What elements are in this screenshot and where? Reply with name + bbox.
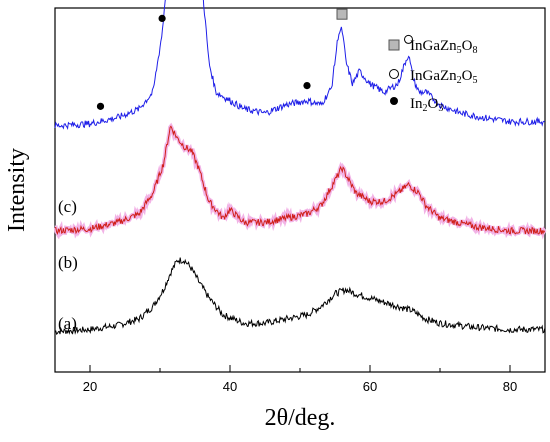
legend-open-circle-icon — [389, 69, 399, 79]
legend-label-ingazn5o8: InGaZn5O8 — [410, 38, 478, 56]
peak-marker-filled-circle — [96, 102, 105, 110]
series-layer — [53, 0, 547, 336]
legend-label-in2o3: In2O3 — [410, 96, 443, 114]
legend-label-ingazn2o5: InGaZn2O5 — [410, 68, 478, 86]
x-tick-label-80: 80 — [503, 379, 517, 394]
x-tick-label-60: 60 — [363, 379, 377, 394]
curve-label-b: (b) — [58, 253, 78, 272]
peak-marker-filled-circle — [303, 82, 311, 90]
series-b-halo — [53, 122, 547, 240]
x-axis-ticks — [89, 365, 511, 372]
x-tick-label-20: 20 — [83, 379, 97, 394]
peak-marker-filled-circle — [158, 14, 166, 22]
curve-label-a: (a) — [58, 314, 77, 333]
x-tick-label-40: 40 — [223, 379, 237, 394]
legend-filled-circle-icon — [390, 97, 398, 105]
series-line-b — [54, 125, 546, 235]
series-line-a — [54, 257, 546, 336]
peak-marker-square — [336, 8, 348, 20]
legend: InGaZn5O8 InGaZn2O5 In2O3 — [388, 38, 478, 114]
y-axis-title: Intensity — [4, 148, 30, 232]
peak-marker-open-circle — [404, 34, 413, 44]
peak-markers — [96, 8, 413, 110]
series-line-c — [54, 0, 545, 130]
curve-label-c: (c) — [58, 197, 77, 216]
x-axis-title: 2θ/deg. — [265, 405, 336, 431]
legend-square-icon — [388, 39, 400, 51]
